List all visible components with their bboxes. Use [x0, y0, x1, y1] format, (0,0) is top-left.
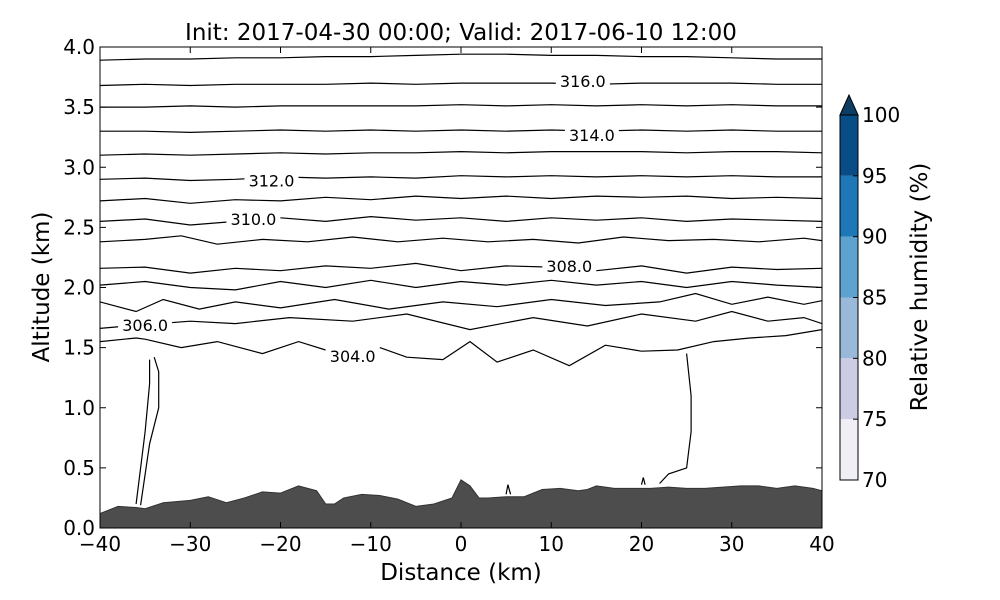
contour-label: 304.0 — [330, 347, 376, 366]
x-tick-label: 40 — [809, 532, 834, 556]
x-tick-label: −40 — [79, 532, 121, 556]
contour-line-7 — [100, 215, 822, 226]
y-tick-label: 3.0 — [63, 155, 95, 179]
contour-label-bg — [118, 314, 173, 335]
plot-frame — [99, 46, 823, 529]
colorbar-segment — [840, 236, 858, 298]
contour-line-16 — [140, 357, 160, 506]
contour-label-bg — [555, 70, 610, 91]
x-tick-label: −20 — [259, 532, 301, 556]
x-tick-label: 20 — [629, 532, 654, 556]
contour-label-bg — [226, 209, 281, 230]
colorbar-extend-arrow — [839, 93, 859, 116]
x-tick-label: 0 — [455, 532, 468, 556]
contour-line-9 — [100, 175, 822, 182]
contour-line-19 — [640, 477, 646, 485]
contour-line-12 — [100, 104, 822, 108]
colorbar-tick-label: 90 — [862, 225, 887, 249]
contour-line-4 — [100, 279, 822, 291]
y-tick-label: 2.0 — [63, 276, 95, 300]
colorbar-segment — [840, 297, 858, 359]
contour-label: 314.0 — [569, 126, 615, 145]
colorbar-segment — [840, 358, 858, 420]
contour-line-11 — [100, 129, 822, 134]
colorbar-tick-label: 70 — [862, 468, 887, 492]
contour-line-15 — [135, 359, 151, 504]
x-tick-label: 30 — [719, 532, 744, 556]
contour-label: 316.0 — [560, 72, 606, 91]
colorbar-segment — [840, 175, 858, 237]
colorbar-tick-label: 80 — [862, 346, 887, 370]
colorbar-segment — [840, 419, 858, 480]
colorbar-label: Relative humidity (%) — [907, 163, 933, 412]
contour-line-18 — [505, 484, 512, 495]
contour-line-6 — [100, 235, 822, 245]
y-tick-label: 0.0 — [63, 516, 95, 540]
colorbar-tick-label: 100 — [862, 103, 900, 127]
contour-line-14 — [100, 53, 822, 61]
x-tick-label: −10 — [350, 532, 392, 556]
x-tick-label: −30 — [169, 532, 211, 556]
colorbar-tick-label: 85 — [862, 286, 887, 310]
contour-label-bg — [564, 124, 619, 145]
contour-label-bg — [542, 256, 597, 277]
contour-label: 306.0 — [122, 316, 168, 335]
contour-label: 308.0 — [546, 257, 592, 276]
colorbar-segment — [840, 115, 858, 176]
contour-label: 310.0 — [231, 210, 277, 229]
y-tick-label: 0.5 — [63, 456, 95, 480]
contour-line-3 — [100, 292, 822, 313]
contour-line-17 — [659, 353, 692, 484]
y-tick-label: 1.5 — [63, 336, 95, 360]
contour-line-8 — [100, 195, 822, 204]
contour-line-5 — [100, 262, 822, 274]
colorbar-tick-label: 95 — [862, 164, 887, 188]
contour-line-0 — [100, 337, 326, 355]
contour-line-1 — [379, 329, 822, 367]
y-tick-label: 4.0 — [63, 35, 95, 59]
contour-label-bg — [244, 170, 299, 191]
y-tick-label: 2.5 — [63, 215, 95, 239]
colorbar: 70 75 80 85 90 95 100 — [839, 93, 900, 492]
contour-line-13 — [100, 82, 822, 87]
contour-line-10 — [100, 150, 822, 156]
colorbar-tick-label: 75 — [862, 407, 887, 431]
contour-label-bg — [325, 346, 380, 367]
contour-line-2 — [100, 310, 822, 331]
contour-label: 312.0 — [249, 172, 295, 191]
chart-title: Init: 2017-04-30 00:00; Valid: 2017-06-1… — [185, 20, 737, 46]
y-tick-label: 3.5 — [63, 95, 95, 119]
y-tick-label: 1.0 — [63, 396, 95, 420]
x-axis-label: Distance (km) — [380, 560, 542, 586]
x-tick-label: 10 — [539, 532, 564, 556]
terrain-area — [100, 479, 822, 528]
y-axis-label: Altitude (km) — [29, 212, 55, 363]
